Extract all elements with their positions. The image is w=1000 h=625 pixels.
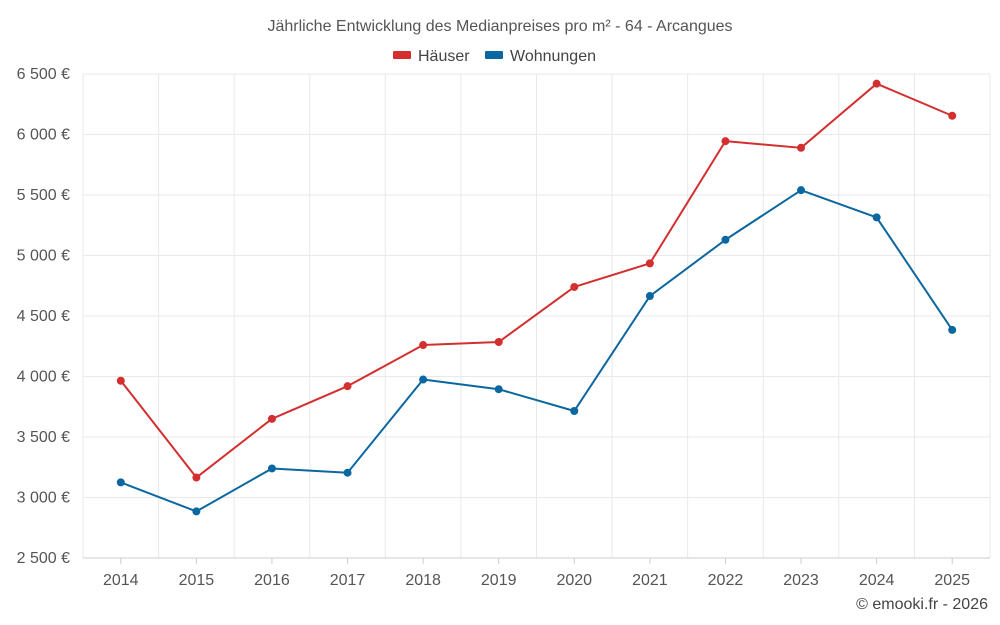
series (116, 79, 957, 516)
series-line-wohnungen (120, 189, 954, 513)
y-tick-label: 3 000 € (17, 490, 70, 507)
chart-title: Jährliche Entwicklung des Medianpreises … (267, 18, 732, 35)
grid (82, 73, 991, 559)
x-tick-label: 2021 (632, 572, 668, 589)
data-point-wohnungen[interactable] (570, 406, 579, 415)
y-tick-label: 6 500 € (17, 66, 70, 83)
x-tick-label: 2016 (254, 572, 290, 589)
data-point-haeuser[interactable] (267, 414, 276, 423)
y-tick-label: 4 500 € (17, 308, 70, 325)
data-point-wohnungen[interactable] (494, 385, 503, 394)
data-point-wohnungen[interactable] (192, 507, 201, 516)
data-point-haeuser[interactable] (721, 137, 730, 146)
data-point-wohnungen[interactable] (797, 186, 806, 195)
x-tick-label: 2022 (708, 572, 744, 589)
data-point-wohnungen[interactable] (645, 292, 654, 301)
legend-swatch-haeuser (393, 51, 411, 59)
legend-label-wohnungen: Wohnungen (510, 48, 596, 65)
legend-swatch-wohnungen (485, 51, 503, 59)
x-tick-label: 2015 (179, 572, 215, 589)
data-point-wohnungen[interactable] (872, 213, 881, 222)
x-tick-label: 2024 (859, 572, 895, 589)
data-point-haeuser[interactable] (192, 473, 201, 482)
data-point-haeuser[interactable] (570, 282, 579, 291)
x-tick-label: 2018 (405, 572, 441, 589)
credit-text: © emooki.fr - 2026 (856, 596, 988, 613)
y-tick-label: 5 500 € (17, 187, 70, 204)
data-point-haeuser[interactable] (645, 259, 654, 268)
legend-label-haeuser: Häuser (418, 48, 470, 65)
axes: 2 500 € 3 000 € 3 500 € 4 000 € 4 500 € 5 000… (17, 66, 990, 589)
x-tick-label: 2020 (556, 572, 592, 589)
data-point-haeuser[interactable] (343, 382, 352, 391)
data-point-wohnungen[interactable] (721, 235, 730, 244)
x-tick-label: 2019 (481, 572, 517, 589)
data-point-wohnungen[interactable] (419, 375, 428, 384)
data-point-haeuser[interactable] (116, 376, 125, 385)
data-point-wohnungen[interactable] (343, 468, 352, 477)
legend-item-haeuser[interactable]: Häuser (393, 48, 470, 65)
x-tick-label: 2025 (934, 572, 970, 589)
legend: Häuser Wohnungen (393, 48, 596, 65)
x-tick-label: 2017 (330, 572, 366, 589)
data-point-haeuser[interactable] (948, 111, 957, 120)
series-line-haeuser (120, 82, 953, 479)
x-tick-label: 2023 (783, 572, 819, 589)
data-point-haeuser[interactable] (494, 338, 503, 347)
data-point-haeuser[interactable] (872, 79, 881, 88)
data-point-wohnungen[interactable] (116, 478, 125, 487)
data-point-haeuser[interactable] (797, 143, 806, 152)
legend-item-wohnungen[interactable]: Wohnungen (485, 48, 596, 65)
y-tick-label: 3 500 € (17, 429, 70, 446)
y-tick-label: 2 500 € (17, 550, 70, 567)
y-tick-label: 5 000 € (17, 248, 70, 265)
x-tick-label: 2014 (103, 572, 139, 589)
data-point-wohnungen[interactable] (267, 464, 276, 473)
data-point-haeuser[interactable] (419, 341, 428, 350)
data-point-wohnungen[interactable] (948, 325, 957, 334)
y-tick-label: 4 000 € (17, 369, 70, 386)
y-tick-label: 6 000 € (17, 127, 70, 144)
